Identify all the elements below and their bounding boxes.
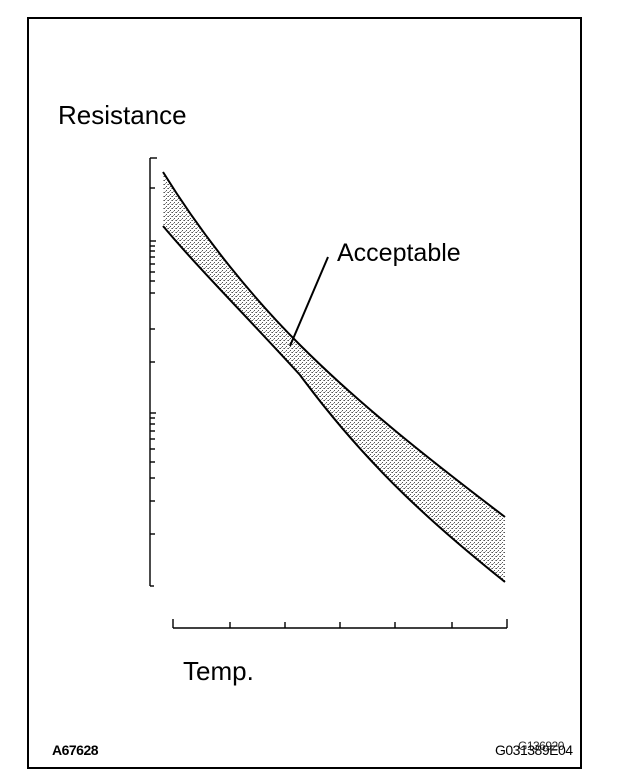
x-axis	[172, 619, 508, 629]
acceptable-band	[163, 172, 505, 582]
band-leader-line	[289, 256, 329, 347]
lower-limit-curve	[162, 225, 506, 583]
figure-frame	[27, 17, 582, 769]
acceptable-label: Acceptable	[337, 239, 461, 267]
y-axis-label: Resistance	[58, 100, 187, 130]
figure-code-right: G031389E04	[495, 742, 573, 758]
figure-code-overlay: G136920	[518, 739, 564, 753]
y-axis	[149, 157, 157, 587]
figure-code-left: A67628	[52, 742, 99, 758]
upper-limit-curve	[162, 171, 506, 518]
x-axis-label: Temp.	[183, 656, 254, 686]
